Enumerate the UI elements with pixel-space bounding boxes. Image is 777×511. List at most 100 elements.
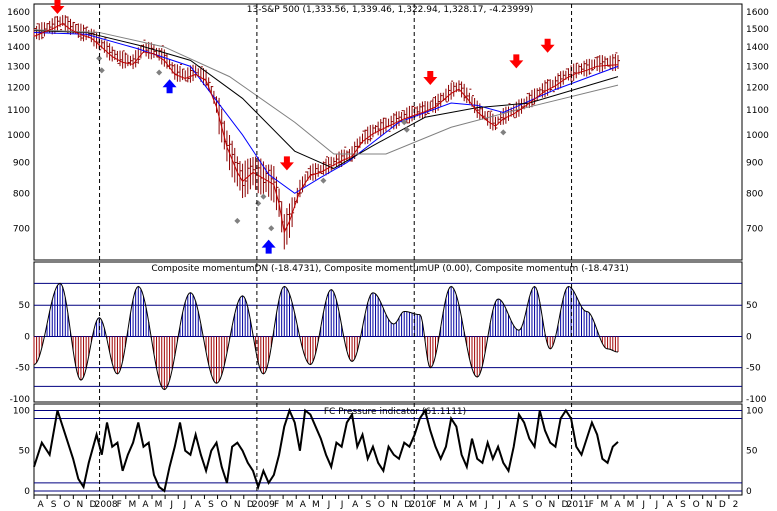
x-axis-label: D	[90, 500, 97, 510]
x-axis-label: M	[286, 500, 294, 510]
x-axis-label: N	[391, 500, 398, 510]
x-axis-label: 2010	[409, 500, 432, 510]
moving-average-fast	[33, 22, 619, 234]
sell-arrow-icon	[540, 38, 555, 53]
x-axis-label: 2011	[567, 500, 590, 510]
price-tick-left: 1100	[7, 106, 30, 116]
x-axis-label: A	[667, 500, 674, 510]
x-axis-label: F	[117, 500, 122, 510]
x-axis-label: D	[404, 500, 411, 510]
x-axis-label: D	[247, 500, 254, 510]
price-tick-right: 1500	[746, 25, 769, 35]
x-axis-label: S	[523, 500, 529, 510]
price-tick-left: 1600	[7, 8, 30, 18]
momentum-tick-left: 0	[24, 332, 30, 342]
x-axis-label: N	[77, 500, 84, 510]
sell-arrow-icon	[509, 54, 524, 69]
price-tick-left: 1400	[7, 43, 30, 53]
price-tick-left: 700	[13, 224, 30, 234]
x-axis-label: S	[51, 500, 57, 510]
signal-diamond	[234, 217, 241, 224]
panel-frame-1	[33, 3, 743, 261]
x-axis-label: A	[300, 500, 307, 510]
x-axis-label: M	[627, 500, 635, 510]
x-axis-label: J	[327, 500, 331, 510]
pressure-line	[33, 407, 619, 493]
pressure-tick-right: 50	[746, 447, 758, 457]
price-tick-right: 800	[746, 189, 763, 199]
price-tick-left: 1500	[7, 25, 30, 35]
x-axis-label: J	[169, 500, 173, 510]
x-axis-label: F	[431, 500, 436, 510]
x-axis-label: O	[378, 500, 385, 510]
x-axis-label: A	[37, 500, 44, 510]
x-axis-label: A	[195, 500, 202, 510]
x-axis-label: F	[274, 500, 279, 510]
signal-diamond	[500, 129, 507, 136]
momentum-tick-left: -100	[10, 395, 31, 405]
momentum-tick-left: 50	[19, 301, 31, 311]
pressure-panel-title: FC Pressure indicator (61.1111)	[324, 407, 466, 417]
price-tick-right: 1300	[746, 62, 769, 72]
panel-frame-2	[33, 261, 743, 403]
pressure-tick-left: 100	[13, 406, 30, 416]
x-axis-label: S	[208, 500, 214, 510]
x-axis-label: O	[221, 500, 228, 510]
x-axis-label: J	[340, 500, 344, 510]
x-axis-label: D	[562, 500, 569, 510]
moving-average-3	[33, 29, 619, 155]
x-axis-label: M	[312, 500, 320, 510]
x-axis-label: M	[443, 500, 451, 510]
x-axis-label: 2	[733, 500, 739, 510]
x-axis-label: S	[680, 500, 686, 510]
x-axis-label: F	[589, 500, 594, 510]
price-tick-left: 1300	[7, 62, 30, 72]
x-axis-label: M	[155, 500, 163, 510]
x-axis-label: M	[600, 500, 608, 510]
x-axis-label: 2009	[252, 500, 275, 510]
x-axis-label: N	[706, 500, 713, 510]
price-tick-right: 700	[746, 224, 763, 234]
x-axis-label: O	[535, 500, 542, 510]
x-axis-label: A	[509, 500, 516, 510]
momentum-line	[33, 282, 619, 391]
signal-diamond	[268, 225, 275, 232]
signal-diamond	[320, 177, 327, 184]
x-axis-label: A	[352, 500, 359, 510]
momentum-panel-title: Composite momentumDN (-18.4731), Composi…	[151, 264, 628, 274]
pressure-tick-left: 0	[24, 487, 30, 497]
price-tick-right: 1400	[746, 43, 769, 53]
momentum-tick-right: 50	[746, 301, 758, 311]
momentum-tick-right: 0	[746, 332, 752, 342]
momentum-tick-right: -50	[746, 364, 761, 374]
price-tick-left: 1000	[7, 131, 30, 141]
x-axis-label: J	[182, 500, 186, 510]
sell-arrow-icon	[279, 156, 294, 171]
sell-arrow-icon	[50, 0, 65, 15]
momentum-tick-left: -50	[15, 364, 30, 374]
x-axis-label: D	[719, 500, 726, 510]
pressure-tick-left: 50	[19, 447, 31, 457]
x-axis-label: J	[654, 500, 658, 510]
price-tick-right: 1600	[746, 8, 769, 18]
buy-arrow-icon	[261, 239, 276, 254]
x-axis-label: 2008	[95, 500, 118, 510]
x-axis-label: O	[63, 500, 70, 510]
price-tick-left: 800	[13, 189, 30, 199]
price-tick-right: 900	[746, 159, 763, 169]
price-tick-right: 1100	[746, 106, 769, 116]
momentum-tick-right: -100	[746, 395, 767, 405]
signal-diamond	[98, 67, 105, 74]
buy-arrow-icon	[162, 79, 177, 94]
price-tick-left: 900	[13, 159, 30, 169]
x-axis-label: J	[641, 500, 645, 510]
x-axis-label: M	[128, 500, 136, 510]
pressure-tick-right: 0	[746, 487, 752, 497]
signal-diamond	[260, 193, 267, 200]
price-panel-title: 13-S&P 500 (1,333.56, 1,339.46, 1,322.94…	[247, 5, 533, 15]
x-axis-label: N	[549, 500, 556, 510]
signal-diamond	[156, 69, 163, 76]
x-axis-label: J	[497, 500, 501, 510]
